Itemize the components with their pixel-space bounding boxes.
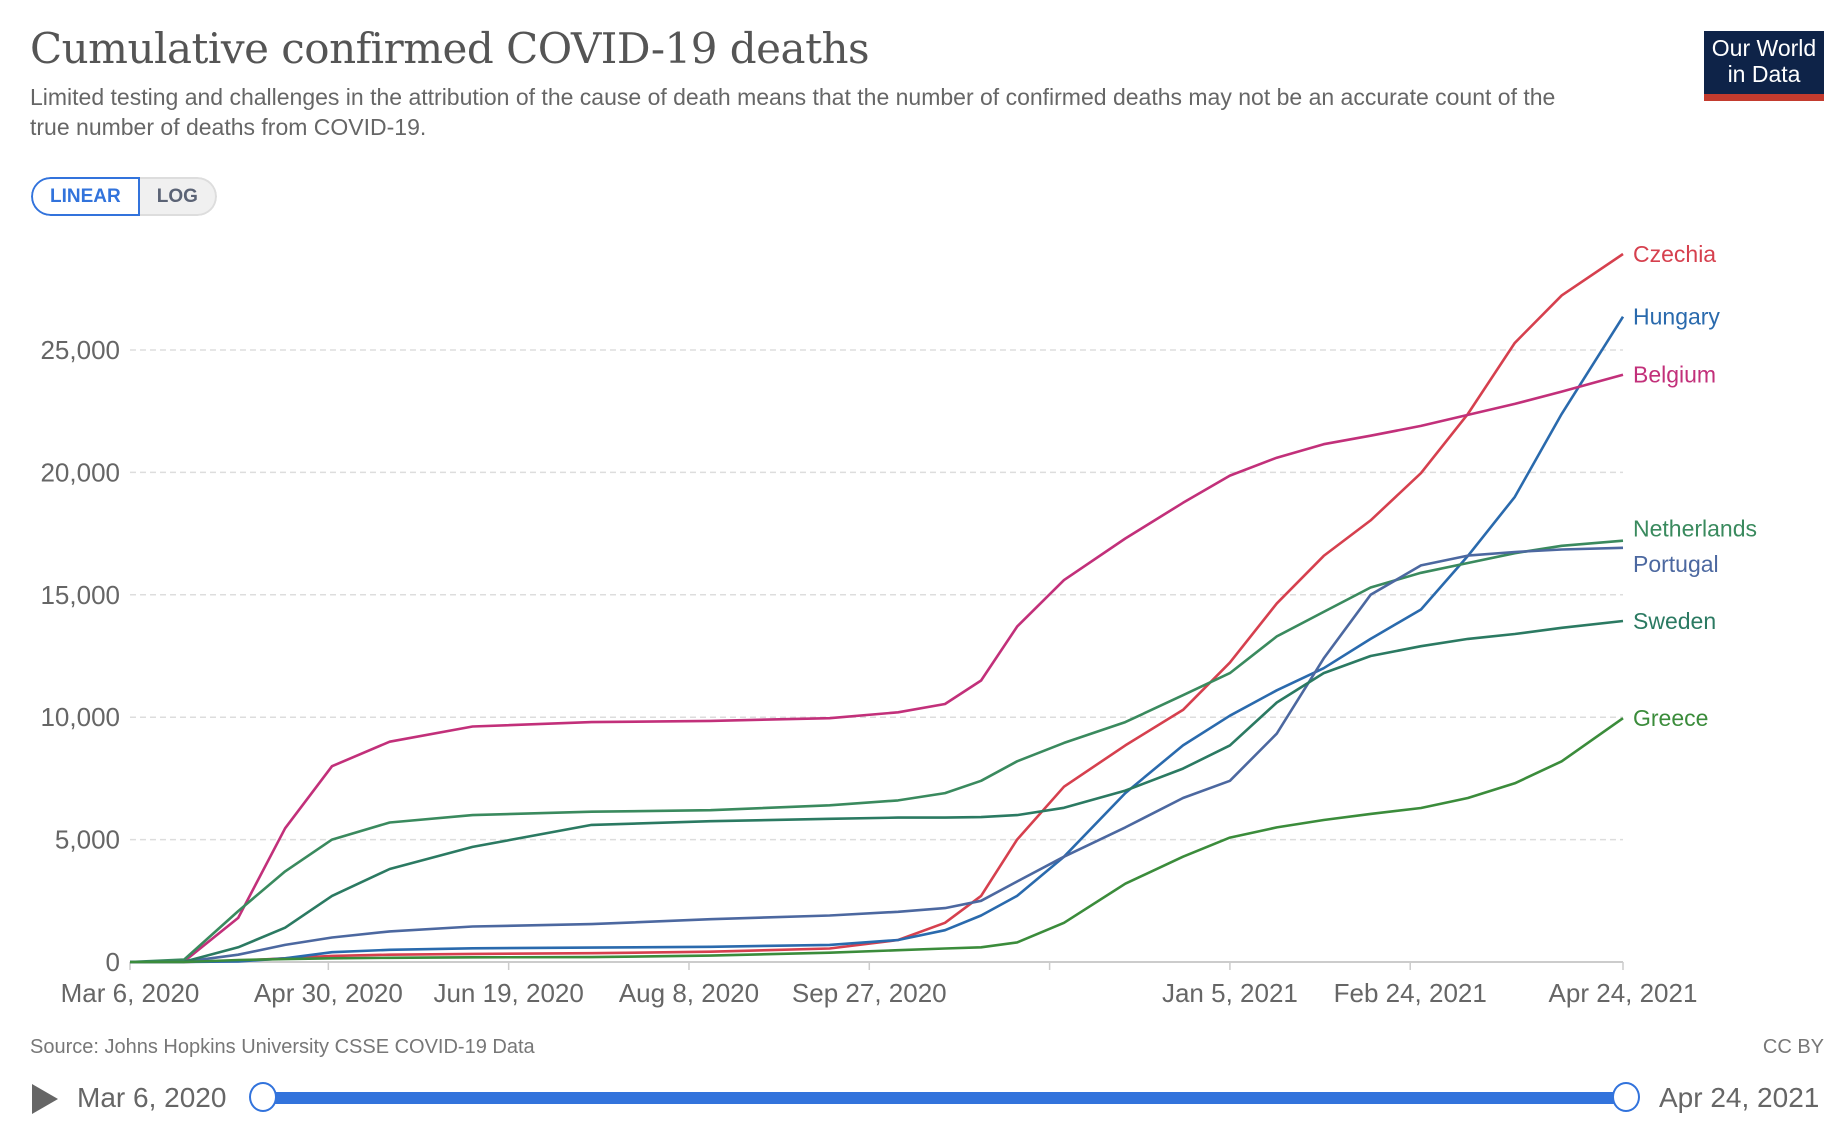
- y-tick-label: 20,000: [40, 457, 120, 487]
- license-link[interactable]: CC BY: [1762, 1036, 1824, 1058]
- owid-logo[interactable]: Our World in Data: [1704, 31, 1824, 101]
- series-line-sweden: [129, 619, 1624, 964]
- timeline-start-label: Mar 6, 2020: [77, 1082, 227, 1113]
- series-label-sweden: Sweden: [1633, 608, 1716, 634]
- y-tick-label: 0: [106, 947, 120, 977]
- x-tick-label: Aug 8, 2020: [619, 978, 759, 1008]
- y-tick-label: 10,000: [40, 702, 120, 732]
- series-line-czechia: [130, 252, 1624, 964]
- line-chart: 0 5,000 10,000 15,000 20,000 25,000 Mar 6, 202…: [40, 241, 1757, 1008]
- scale-toggle: LINEAR LOG: [31, 177, 217, 216]
- x-tick-label: Jun 19, 2020: [433, 978, 583, 1008]
- chart-title: Cumulative confirmed COVID-19 deaths: [30, 24, 870, 73]
- log-scale-button[interactable]: LOG: [139, 177, 217, 216]
- x-tick-label: Apr 24, 2021: [1549, 978, 1698, 1008]
- timeline-track[interactable]: [263, 1092, 1626, 1104]
- logo-line-2: in Data: [1727, 61, 1801, 87]
- timeline-end-label: Apr 24, 2021: [1659, 1082, 1820, 1113]
- series-label-belgium: Belgium: [1633, 362, 1716, 388]
- series-line-greece: [130, 717, 1624, 964]
- y-tick-label: 15,000: [40, 580, 120, 610]
- series-label-netherlands: Netherlands: [1633, 516, 1757, 542]
- x-tick-label: Apr 30, 2020: [254, 978, 403, 1008]
- timeline-end-handle[interactable]: [1612, 1082, 1640, 1112]
- timeline-start-handle[interactable]: [249, 1082, 277, 1112]
- source-note[interactable]: Source: Johns Hopkins University CSSE CO…: [30, 1036, 535, 1058]
- x-tick-label: Feb 24, 2021: [1334, 978, 1487, 1008]
- series-line-portugal: [129, 546, 1624, 964]
- x-tick-label: Sep 27, 2020: [792, 978, 947, 1008]
- series-line-netherlands: [129, 539, 1624, 964]
- play-icon[interactable]: [32, 1084, 58, 1114]
- series-label-czechia: Czechia: [1633, 241, 1716, 267]
- logo-line-1: Our World: [1711, 35, 1817, 61]
- x-tick-label: Mar 6, 2020: [61, 978, 200, 1008]
- timeline: Mar 6, 2020 Apr 24, 2021: [0, 1076, 1846, 1120]
- series-label-greece: Greece: [1633, 705, 1708, 731]
- series-label-hungary: Hungary: [1633, 304, 1720, 330]
- series-line-belgium: [129, 373, 1624, 964]
- y-tick-label: 25,000: [40, 335, 120, 365]
- linear-scale-button[interactable]: LINEAR: [31, 177, 140, 216]
- y-tick-label: 5,000: [55, 825, 120, 855]
- x-tick-label: Jan 5, 2021: [1162, 978, 1298, 1008]
- series-line-hungary: [130, 316, 1625, 964]
- series-label-portugal: Portugal: [1633, 551, 1719, 577]
- chart-subtitle: Limited testing and challenges in the at…: [30, 84, 1556, 140]
